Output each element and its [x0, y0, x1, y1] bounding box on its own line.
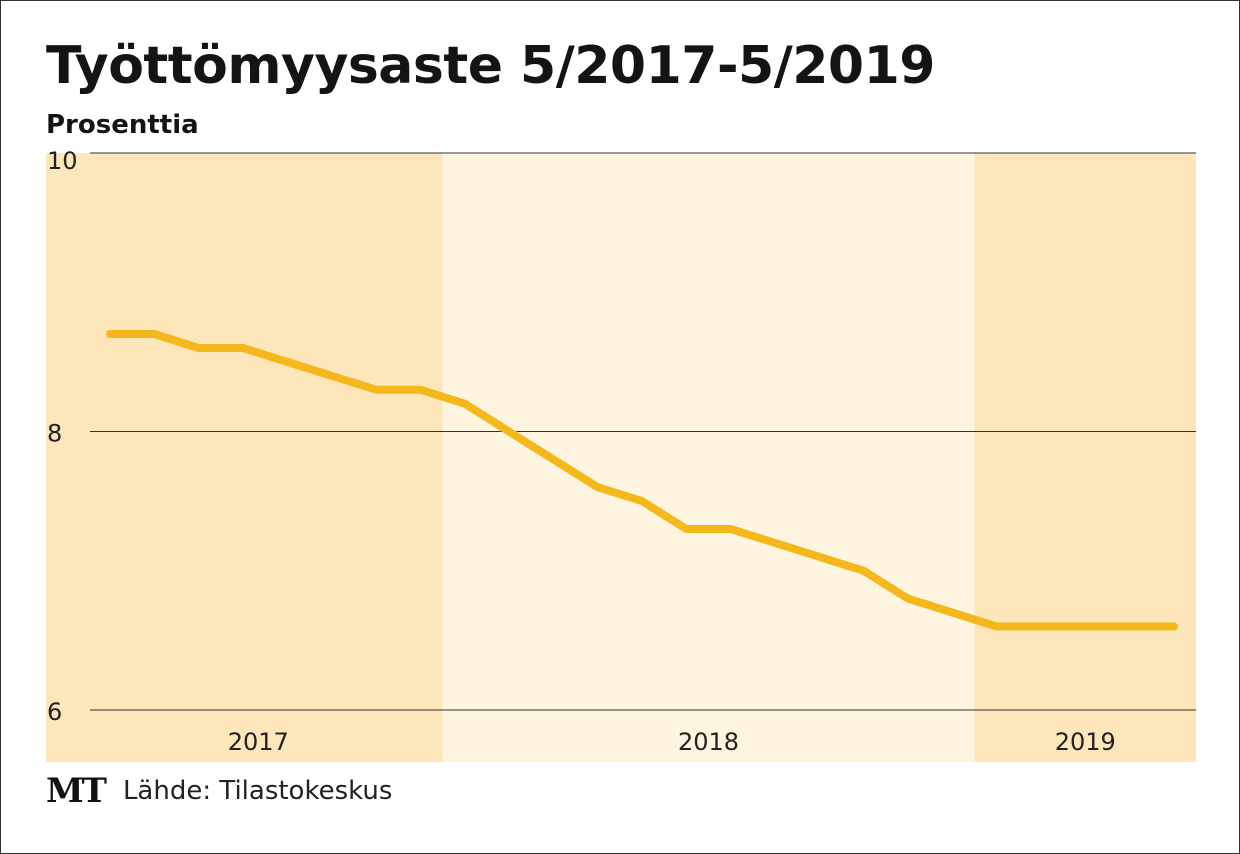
- band-2018: [442, 153, 975, 762]
- chart-footer: MT Lähde: Tilastokeskus: [46, 774, 392, 808]
- mt-logo: MT: [46, 771, 107, 811]
- y-tick-label-6: 6: [47, 698, 62, 726]
- x-year-label-2019: 2019: [1055, 728, 1116, 756]
- chart-title: Työttömyysaste 5/2017-5/2019: [46, 36, 935, 96]
- band-2017: [46, 153, 443, 762]
- y-tick-label-10: 10: [47, 147, 78, 175]
- chart-subtitle: Prosenttia: [46, 110, 199, 140]
- x-year-label-2017: 2017: [228, 728, 289, 756]
- band-2019: [974, 153, 1196, 762]
- y-tick-label-8: 8: [47, 420, 62, 448]
- x-year-label-2018: 2018: [678, 728, 739, 756]
- source-text: Lähde: Tilastokeskus: [122, 776, 393, 806]
